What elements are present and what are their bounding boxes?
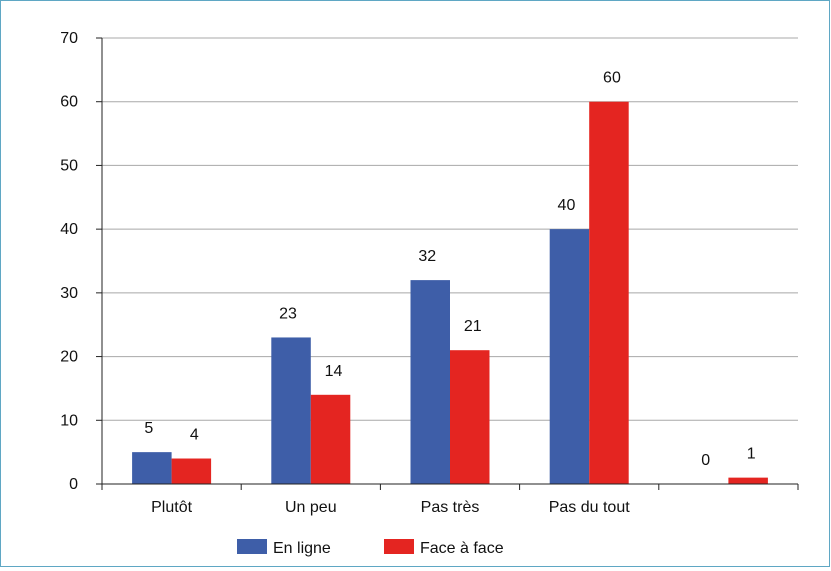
data-label: 14 [325,363,343,380]
data-label: 23 [279,305,297,322]
data-label: 40 [558,197,576,214]
y-tick-label: 0 [69,476,78,493]
data-label: 21 [464,318,482,335]
y-tick-label: 50 [60,157,78,174]
bar [132,452,172,484]
bar [171,458,212,484]
y-tick-label: 30 [60,285,78,302]
data-labels: 5 4 23 14 32 21 40 60 0 1 [144,70,755,469]
x-category-label: Un peu [285,499,337,516]
x-category-label: Plutôt [151,499,192,516]
bar [410,280,450,484]
bar [271,337,311,484]
data-label: 5 [144,420,153,437]
x-category-label: Pas du tout [549,499,631,516]
y-tick-label: 40 [60,221,78,238]
data-label: 1 [747,446,756,463]
data-label: 32 [418,248,436,265]
data-label: 60 [603,70,621,87]
data-label: 0 [701,452,710,469]
legend-swatch [384,539,414,554]
bar [549,229,590,484]
legend-label: Face à face [420,540,504,557]
y-tick-label: 70 [60,30,78,47]
y-tick-label: 10 [60,412,78,429]
bar [728,477,768,484]
bar [310,394,351,484]
legend: En ligne Face à face [237,539,504,557]
y-tick-label: 20 [60,349,78,366]
legend-swatch [237,539,267,554]
legend-label: En ligne [273,540,331,557]
y-tick-label: 60 [60,94,78,111]
data-label: 4 [190,427,199,444]
bars [132,101,768,484]
bar [450,350,490,484]
x-category-label: Pas très [421,499,480,516]
bar [589,101,629,484]
